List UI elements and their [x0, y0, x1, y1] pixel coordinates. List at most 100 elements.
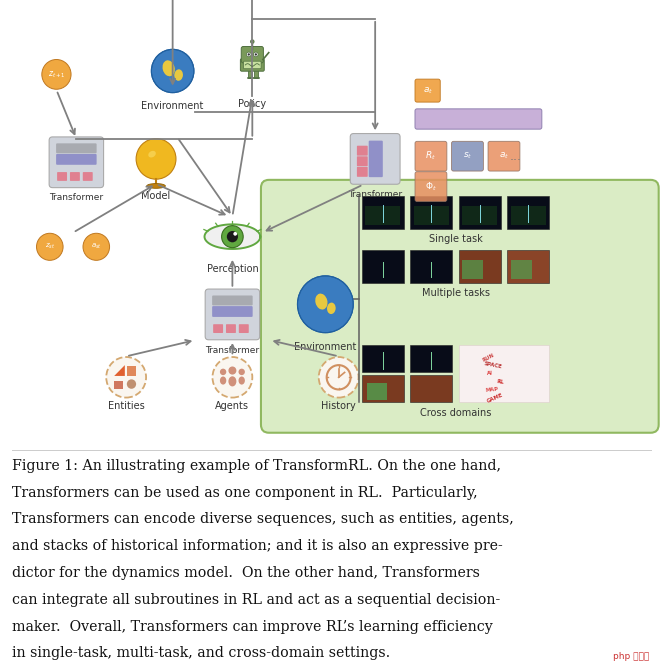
Text: Single task: Single task — [429, 234, 482, 244]
Ellipse shape — [220, 376, 226, 384]
FancyBboxPatch shape — [212, 306, 253, 317]
Bar — [254, 76, 259, 79]
Bar — [247, 76, 253, 79]
Circle shape — [248, 53, 250, 56]
Circle shape — [319, 357, 359, 398]
Circle shape — [250, 40, 254, 44]
Text: SPACE: SPACE — [484, 362, 503, 368]
FancyBboxPatch shape — [415, 79, 440, 102]
Text: History: History — [321, 401, 356, 411]
Ellipse shape — [163, 60, 175, 76]
FancyBboxPatch shape — [226, 324, 236, 333]
Bar — [362, 345, 404, 372]
Ellipse shape — [238, 376, 245, 384]
Text: Transformer: Transformer — [49, 193, 104, 203]
FancyBboxPatch shape — [49, 137, 104, 188]
Ellipse shape — [327, 303, 336, 314]
FancyBboxPatch shape — [357, 156, 368, 166]
Bar — [248, 69, 252, 78]
FancyBboxPatch shape — [351, 134, 400, 185]
Circle shape — [83, 234, 110, 260]
Bar — [410, 196, 452, 229]
Circle shape — [238, 368, 245, 375]
Text: Policy: Policy — [238, 99, 266, 109]
FancyBboxPatch shape — [357, 146, 368, 156]
Bar — [127, 366, 136, 376]
Circle shape — [233, 232, 237, 236]
Circle shape — [37, 234, 63, 260]
Ellipse shape — [228, 376, 236, 386]
Text: Model: Model — [141, 191, 171, 201]
Circle shape — [227, 231, 238, 242]
Bar — [114, 380, 123, 389]
Bar — [507, 250, 549, 282]
Text: Agents: Agents — [215, 401, 250, 411]
Text: Perception: Perception — [207, 264, 258, 274]
Bar — [410, 375, 452, 403]
Text: maker.  Overall, Transformers can improve RL’s learning efficiency: maker. Overall, Transformers can improve… — [12, 619, 493, 633]
Text: $a_t$: $a_t$ — [422, 85, 433, 96]
Bar — [459, 345, 549, 403]
Text: $\Phi_t$: $\Phi_t$ — [425, 180, 437, 193]
Circle shape — [246, 52, 251, 57]
Text: AI: AI — [487, 370, 493, 376]
Text: in single-task, multi-task, and cross-domain settings.: in single-task, multi-task, and cross-do… — [12, 646, 390, 660]
FancyBboxPatch shape — [369, 141, 382, 177]
Bar — [367, 382, 388, 401]
Text: $a_t$: $a_t$ — [499, 151, 509, 162]
Text: Transformers can be used as one component in RL.  Particularly,: Transformers can be used as one componen… — [12, 486, 477, 500]
FancyBboxPatch shape — [244, 61, 261, 68]
Text: $z_{st}$: $z_{st}$ — [44, 242, 55, 252]
Bar — [254, 69, 258, 78]
Ellipse shape — [148, 151, 156, 158]
Text: $z_{t+1}$: $z_{t+1}$ — [48, 69, 65, 80]
Text: Multiple tasks: Multiple tasks — [422, 288, 489, 298]
Text: RL: RL — [496, 378, 505, 386]
Text: $s_t$: $s_t$ — [463, 151, 472, 162]
Text: GAME: GAME — [486, 393, 504, 403]
Circle shape — [222, 225, 243, 248]
Circle shape — [106, 357, 146, 398]
Text: dictor for the dynamics model.  On the other hand, Transformers: dictor for the dynamics model. On the ot… — [12, 566, 480, 580]
FancyBboxPatch shape — [488, 142, 520, 171]
FancyBboxPatch shape — [415, 109, 542, 129]
Circle shape — [42, 60, 71, 89]
FancyBboxPatch shape — [415, 142, 447, 171]
Bar — [362, 196, 404, 229]
Bar — [362, 250, 404, 282]
Text: Cross domains: Cross domains — [420, 408, 491, 418]
FancyBboxPatch shape — [56, 154, 97, 165]
Circle shape — [212, 357, 252, 398]
Text: $R_t$: $R_t$ — [426, 150, 436, 162]
FancyBboxPatch shape — [240, 59, 264, 71]
Bar — [507, 196, 549, 229]
Bar — [462, 260, 483, 279]
FancyBboxPatch shape — [239, 324, 249, 333]
FancyBboxPatch shape — [212, 295, 253, 305]
Ellipse shape — [315, 294, 327, 309]
Text: Figure 1: An illustrating example of TransformRL. On the one hand,: Figure 1: An illustrating example of Tra… — [12, 459, 501, 473]
FancyBboxPatch shape — [56, 144, 97, 153]
Circle shape — [254, 52, 258, 57]
FancyBboxPatch shape — [205, 289, 260, 340]
Text: MAP: MAP — [485, 385, 499, 395]
Text: Transformers can encode diverse sequences, such as entities, agents,: Transformers can encode diverse sequence… — [12, 513, 514, 526]
FancyBboxPatch shape — [57, 172, 67, 181]
FancyBboxPatch shape — [70, 172, 80, 181]
Circle shape — [255, 53, 257, 56]
FancyBboxPatch shape — [83, 172, 93, 181]
FancyBboxPatch shape — [415, 172, 447, 201]
Circle shape — [297, 276, 353, 333]
Text: $a_{st}$: $a_{st}$ — [91, 242, 102, 252]
Text: Environment: Environment — [141, 101, 204, 111]
Polygon shape — [114, 365, 125, 376]
Ellipse shape — [174, 69, 183, 81]
FancyBboxPatch shape — [357, 167, 368, 177]
Circle shape — [228, 366, 236, 374]
Bar — [511, 206, 546, 225]
Bar — [410, 250, 452, 282]
FancyBboxPatch shape — [241, 46, 264, 63]
Circle shape — [127, 379, 136, 389]
Bar — [459, 250, 501, 282]
FancyBboxPatch shape — [452, 142, 483, 171]
